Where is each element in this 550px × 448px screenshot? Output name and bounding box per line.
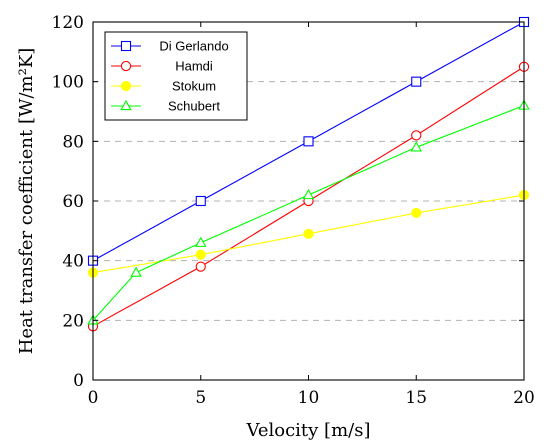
series-line [92, 105, 525, 321]
data-point [302, 188, 315, 200]
legend-label: Hamdi [175, 59, 213, 74]
legend: Di Gerlando Hamdi Stokum Schubert [104, 31, 248, 121]
legend-item: Schubert [111, 99, 220, 114]
legend-label: Di Gerlando [159, 39, 228, 54]
data-point [195, 236, 207, 247]
data-point [410, 141, 422, 152]
y-tick-label: 60 [62, 192, 84, 212]
x-axis-title: Velocity [m/s] [246, 420, 371, 441]
x-tick-label: 20 [513, 388, 535, 408]
legend-marker [120, 80, 132, 92]
data-point [303, 228, 314, 239]
legend-marker [120, 99, 132, 111]
y-tick-label: 100 [52, 73, 84, 93]
y-axis-title: Heat transfer coefficient [W/m²K] [16, 48, 37, 355]
y-tick-label: 0 [73, 371, 84, 391]
x-tick-label: 15 [405, 388, 427, 408]
data-point [411, 130, 422, 141]
data-point [195, 249, 206, 260]
x-tick-label: 5 [195, 388, 206, 408]
series-schubert [87, 99, 530, 325]
legend-marker [120, 60, 132, 72]
legend-marker [120, 40, 132, 52]
legend-label: Schubert [168, 99, 220, 114]
legend-item: Stokum [111, 79, 216, 94]
data-point [130, 266, 142, 277]
data-point [411, 76, 422, 87]
y-tick-label: 20 [62, 311, 84, 331]
data-point [303, 136, 314, 147]
x-tick-label: 10 [298, 388, 320, 408]
y-tick-label: 120 [52, 13, 84, 33]
legend-label: Stokum [172, 79, 216, 94]
series-layer [87, 16, 530, 332]
data-point [195, 261, 206, 272]
axis-ticks: 0 5 10 15 20 0 20 40 60 80 100 120 [52, 13, 535, 408]
y-tick-label: 80 [62, 132, 84, 152]
data-point [411, 207, 422, 219]
x-tick-label: 0 [88, 388, 99, 408]
legend-item: Di Gerlando [111, 39, 229, 54]
legend-item: Hamdi [111, 59, 213, 74]
y-tick-label: 40 [62, 252, 84, 272]
data-point [195, 195, 206, 207]
